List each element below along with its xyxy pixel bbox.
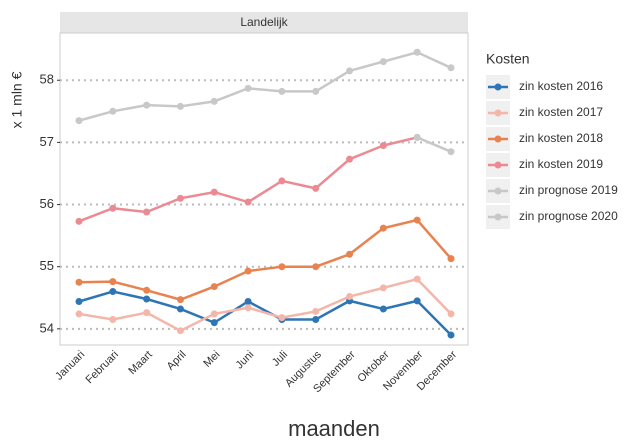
- point: [379, 305, 387, 313]
- point: [244, 84, 252, 92]
- legend-key-point: [494, 161, 502, 169]
- y-tick-label: 58: [40, 72, 54, 87]
- y-tick-label: 55: [40, 258, 54, 273]
- y-tick-label: 54: [40, 320, 54, 335]
- point: [176, 296, 184, 304]
- chart-title: Landelijk: [240, 15, 288, 29]
- x-tick-label: Juli: [270, 349, 290, 369]
- legend-title: Kosten: [486, 51, 530, 67]
- x-tick-label: Januari: [53, 349, 87, 383]
- point: [75, 310, 83, 318]
- point: [244, 267, 252, 275]
- title-strip: [60, 12, 468, 33]
- x-tick-label: Februari: [84, 349, 121, 386]
- legend-key-point: [494, 187, 502, 195]
- point: [109, 288, 117, 296]
- point: [109, 107, 117, 115]
- point: [413, 133, 421, 141]
- legend-label: zin kosten 2016: [519, 79, 603, 93]
- point: [346, 155, 354, 163]
- point: [75, 297, 83, 305]
- point: [176, 194, 184, 202]
- series-line: [78, 218, 452, 301]
- point: [447, 310, 455, 318]
- point: [210, 97, 218, 105]
- point: [278, 177, 286, 185]
- point: [143, 295, 151, 303]
- point: [210, 188, 218, 196]
- point: [413, 275, 421, 283]
- point: [210, 283, 218, 291]
- legend-label: zin prognose 2020: [519, 209, 618, 223]
- y-tick-label: 56: [40, 196, 54, 211]
- legend-key-point: [494, 213, 502, 221]
- y-tick-label: 57: [40, 134, 54, 149]
- legend-key-point: [494, 83, 502, 91]
- point: [109, 316, 117, 324]
- point: [176, 327, 184, 335]
- point: [109, 204, 117, 212]
- point: [278, 314, 286, 322]
- point: [143, 286, 151, 294]
- point: [244, 198, 252, 206]
- panel: [59, 32, 469, 346]
- point: [447, 331, 455, 339]
- point: [346, 293, 354, 301]
- point: [278, 263, 286, 271]
- legend-key-point: [494, 109, 502, 117]
- x-axis-label: maanden: [288, 416, 380, 441]
- legend-key-point: [494, 135, 502, 143]
- point: [379, 224, 387, 232]
- point: [413, 297, 421, 305]
- point: [75, 278, 83, 286]
- point: [447, 64, 455, 72]
- x-tick-label: April: [165, 349, 189, 373]
- series-line: [78, 277, 452, 333]
- point: [447, 255, 455, 263]
- point: [379, 284, 387, 292]
- point: [75, 217, 83, 225]
- x-tick-label: Maart: [126, 349, 154, 377]
- legend-label: zin kosten 2018: [519, 131, 603, 145]
- series-line: [416, 136, 452, 153]
- point: [312, 184, 320, 192]
- legend-label: zin kosten 2017: [519, 105, 603, 119]
- x-tick-label: Mei: [201, 349, 222, 370]
- x-tick-label: Juni: [234, 349, 257, 372]
- point: [312, 307, 320, 315]
- point: [346, 250, 354, 258]
- point: [312, 316, 320, 324]
- point: [413, 48, 421, 56]
- point: [210, 319, 218, 327]
- point: [176, 102, 184, 110]
- point: [176, 305, 184, 313]
- point: [447, 148, 455, 156]
- point: [312, 263, 320, 271]
- point: [143, 309, 151, 317]
- point: [413, 216, 421, 224]
- legend-label: zin kosten 2019: [519, 157, 603, 171]
- point: [109, 278, 117, 286]
- y-axis-label: x 1 mln €: [9, 71, 25, 128]
- point: [143, 101, 151, 109]
- point: [346, 67, 354, 75]
- point: [75, 117, 83, 125]
- point: [143, 208, 151, 216]
- point: [244, 297, 252, 305]
- point: [244, 304, 252, 312]
- point: [278, 87, 286, 95]
- point: [379, 58, 387, 66]
- point: [379, 141, 387, 149]
- point: [210, 310, 218, 318]
- series-line: [78, 290, 452, 336]
- legend-label: zin prognose 2019: [519, 183, 618, 197]
- point: [312, 87, 320, 95]
- series-line: [78, 50, 452, 122]
